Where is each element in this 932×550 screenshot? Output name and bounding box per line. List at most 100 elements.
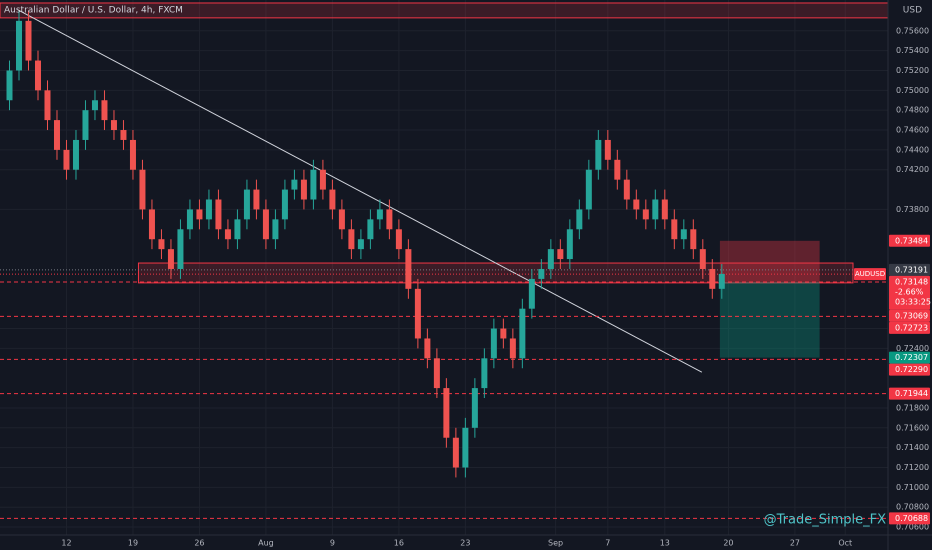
candle-body (405, 249, 412, 289)
chart-title: Australian Dollar / U.S. Dollar, 4h, FXC… (4, 6, 183, 16)
candle-body (481, 358, 488, 389)
price-tag (889, 512, 930, 525)
candle-body (177, 229, 184, 269)
candle-body (671, 219, 678, 240)
price-tag-label: 0.73191 (895, 265, 928, 274)
candle-body (281, 189, 288, 220)
x-tick-label: 26 (194, 539, 204, 548)
candle-body (585, 169, 592, 210)
candle-body (509, 338, 516, 359)
candle-body (528, 278, 535, 309)
price-tag-label: 0.70688 (895, 514, 928, 523)
candle-body (186, 209, 193, 230)
candle-body (376, 209, 383, 220)
candle-body (234, 219, 241, 240)
candle-body (91, 100, 98, 111)
x-tick-label: Sep (548, 539, 563, 548)
candle-body (614, 159, 621, 180)
target-area (719, 281, 820, 358)
price-tag (889, 387, 930, 400)
y-tick-label: 0.74400 (896, 145, 929, 154)
candle-body (82, 110, 89, 140)
candle-body (661, 199, 668, 220)
candle-body (262, 209, 269, 240)
candle-body (642, 209, 649, 220)
price-tag (889, 263, 930, 276)
x-tick-label: 9 (330, 539, 335, 548)
x-tick-label: 12 (61, 539, 71, 548)
candle-body (604, 139, 611, 160)
candle-body (338, 209, 345, 230)
candle-body (291, 179, 298, 190)
candle-body (595, 139, 602, 170)
candle-body (205, 199, 212, 220)
y-tick-label: 0.71400 (896, 443, 929, 452)
candle-body (34, 60, 41, 91)
candle-body (15, 20, 22, 71)
candle-body (158, 239, 165, 250)
price-tag (889, 234, 930, 247)
x-tick-label: 23 (460, 539, 470, 548)
x-tick-label: Aug (258, 539, 274, 548)
candle-body (547, 249, 554, 269)
candle-body (367, 219, 374, 240)
trendline (17, 9, 703, 373)
candle-body (357, 239, 364, 250)
candle-body (623, 179, 630, 200)
price-change: -2.66% (895, 287, 924, 296)
price-tag-label: 0.73069 (895, 311, 928, 320)
candle-body (452, 437, 459, 468)
candle-body (690, 229, 697, 250)
y-tick-label: 0.72400 (896, 344, 929, 353)
candle-body (167, 249, 174, 269)
y-tick-label: 0.74800 (896, 106, 929, 115)
candle-body (680, 229, 687, 240)
x-tick-label: 27 (790, 539, 800, 548)
price-tag-label: 0.73148 (895, 277, 928, 286)
price-tag (889, 321, 930, 334)
candle-body (110, 120, 117, 131)
currency-label: USD (903, 6, 922, 16)
price-tag-label: 0.71944 (895, 389, 928, 398)
candle-body (709, 268, 716, 289)
candle-body (25, 20, 32, 61)
candle-body (462, 427, 469, 468)
price-tag-label: 0.72723 (895, 323, 928, 332)
candle-body (224, 229, 231, 240)
y-tick-label: 0.71000 (896, 483, 929, 492)
grid (0, 0, 888, 535)
y-tick-label: 0.71800 (896, 403, 929, 412)
symbol-label: AUDUSD (855, 270, 885, 278)
price-tag-label: 0.72307 (895, 353, 928, 362)
candle-body (139, 169, 146, 210)
axes: 0.75600 0.75400 0.75200 0.75000 0.74800 0.746… (61, 26, 931, 547)
y-tick-label: 0.74200 (896, 165, 929, 174)
price-tag (889, 309, 930, 322)
x-tick-label: 13 (660, 539, 670, 548)
candle-body (633, 199, 640, 210)
candle-body (433, 358, 440, 389)
candle-body (718, 273, 725, 289)
candle-body (471, 388, 478, 428)
candle-body (424, 338, 431, 359)
symbol-tag (854, 268, 886, 281)
candle-body (272, 219, 279, 240)
x-tick-label: 19 (128, 539, 138, 548)
y-tick-label: 0.70600 (896, 523, 929, 532)
price-tag (889, 351, 930, 364)
candle-body (699, 249, 706, 269)
y-tick-label: 0.71600 (896, 423, 929, 432)
countdown: 03:33:25 (895, 297, 931, 306)
candle-body (557, 249, 564, 260)
candle-body (329, 189, 336, 210)
price-tag-label: 0.72290 (895, 365, 928, 374)
y-tick-label: 0.75600 (896, 26, 929, 35)
x-tick-label: Oct (838, 539, 852, 548)
candle-body (196, 209, 203, 220)
candle-body (319, 169, 326, 190)
price-tag (889, 363, 930, 376)
candle-body (53, 120, 60, 150)
candle-body (63, 149, 70, 170)
